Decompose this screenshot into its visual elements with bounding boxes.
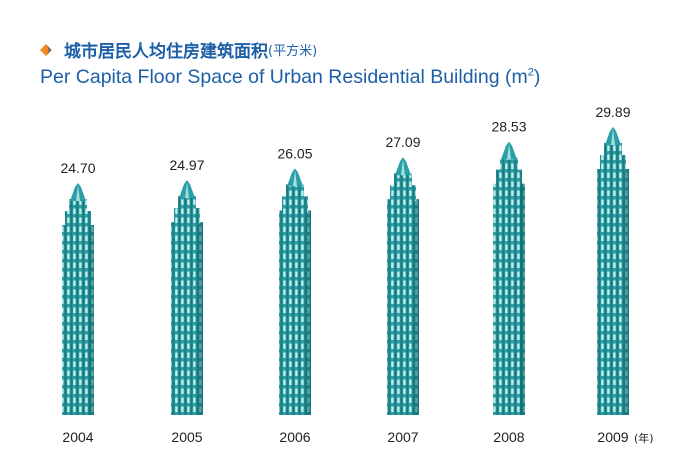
x-axis-tick-label: 2008 (493, 429, 524, 445)
bar-tier-2 (604, 143, 622, 157)
chart-title-en-text: Per Capita Floor Space of Urban Resident… (40, 66, 528, 88)
diamond-bullet-icon (40, 43, 52, 56)
bar-tier-1 (282, 196, 308, 213)
bar-tier-2 (286, 184, 304, 199)
bar-value-label: 24.97 (169, 157, 204, 173)
bar-body-shade (306, 210, 311, 415)
bar-tier-1 (496, 169, 522, 186)
bar-spire-highlight (611, 129, 615, 145)
bar-tier-1 (600, 155, 626, 171)
bar-value-label: 24.70 (60, 160, 95, 176)
chart-title-en-close: ) (533, 66, 541, 88)
bar-tier-2 (178, 196, 196, 211)
bar-tier-1 (65, 211, 91, 227)
bar-body-shade (198, 222, 203, 415)
x-axis-tick-label: 2006 (279, 429, 310, 445)
bar-value-label: 28.53 (491, 119, 526, 135)
bar-skyscraper-2008 (493, 141, 525, 415)
bar-body (62, 225, 94, 415)
bar-tier-1 (174, 208, 200, 225)
x-axis-tick-label: 2009 (597, 429, 628, 445)
bar-tier-2 (500, 157, 518, 172)
bar-tier-1 (390, 185, 416, 202)
bar-skyscraper-2006 (279, 168, 311, 415)
bar-spire-highlight (185, 182, 189, 199)
bar-spire-highlight (293, 170, 297, 187)
x-axis-unit-label: (年) (634, 431, 654, 445)
chart-title-cn-unit: (平方米) (268, 44, 318, 59)
x-axis-tick-label: 2007 (387, 429, 418, 445)
bar-spire-highlight (507, 143, 511, 160)
bar-spire-highlight (76, 185, 80, 201)
chart-title-cn: 城市居民人均住房建筑面积 (64, 42, 268, 62)
bar-skyscraper-2004 (62, 183, 94, 415)
chart-title-en: Per Capita Floor Space of Urban Resident… (40, 66, 540, 89)
bar-skyscraper-2005 (171, 180, 203, 415)
bar-body (279, 210, 311, 415)
bar-body (387, 199, 419, 415)
chart-header: 城市居民人均住房建筑面积 (平方米) Per Capita Floor Spac… (40, 37, 540, 89)
bar-body-shade (414, 199, 419, 415)
bar-tier-2 (69, 199, 87, 213)
chart-title-en-sup: 2 (527, 66, 534, 79)
bar-spire-highlight (401, 159, 405, 176)
title-cn-row: 城市居民人均住房建筑面积 (平方米) (40, 37, 540, 62)
bar-tier-2 (394, 173, 412, 188)
bar-body-shade (624, 169, 629, 415)
bar-body-shade (520, 183, 525, 415)
bars-group: 24.70 2004 24.97 2005 26.05 2006 27.09 2007 28.5… (60, 104, 653, 445)
bar-skyscraper-2007 (387, 157, 419, 415)
bar-value-label: 27.09 (385, 134, 420, 150)
bar-body (493, 183, 525, 415)
x-axis-tick-label: 2005 (171, 429, 202, 445)
bar-body (171, 222, 203, 415)
x-axis-tick-label: 2004 (62, 429, 93, 445)
bar-skyscraper-2009 (597, 127, 629, 415)
bar-body (597, 169, 629, 415)
bar-value-label: 26.05 (277, 145, 312, 161)
bar-value-label: 29.89 (595, 104, 630, 120)
bar-body-shade (89, 225, 94, 415)
